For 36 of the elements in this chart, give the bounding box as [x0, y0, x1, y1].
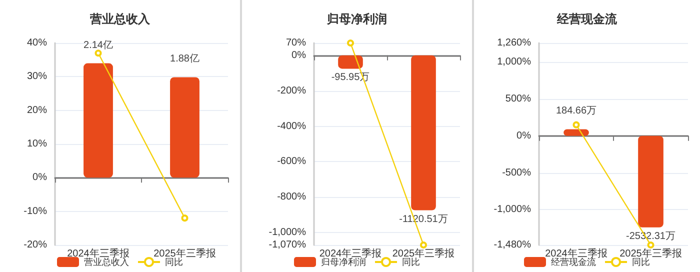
y-tick-label: 40% — [26, 38, 48, 48]
y-tick-label: -1,480% — [494, 240, 532, 250]
y-tick-label: 0% — [292, 50, 306, 61]
y-tick-label: -1,000% — [268, 227, 306, 238]
y-tick-label: 30% — [26, 71, 48, 82]
chart-title: 归母净利润 — [326, 12, 387, 26]
y-tick-label: -600% — [277, 156, 306, 168]
y-tick-label: 70% — [286, 38, 306, 48]
y-tick-label: 0% — [516, 130, 532, 142]
y-tick-label: -400% — [277, 120, 306, 132]
legend-label: 经营现金流 — [551, 257, 596, 267]
legend-label: 同比 — [402, 257, 420, 267]
y-tick-label: -800% — [277, 192, 306, 203]
x-tick-label: 2025年三季报 — [154, 248, 216, 260]
y-tick-label: -500% — [502, 167, 532, 178]
legend-label: 同比 — [165, 257, 183, 267]
y-tick-label: -10% — [24, 206, 48, 217]
y-tick-label: -20% — [24, 240, 48, 250]
data-label: 184.66万 — [556, 106, 597, 117]
y-tick-label: 1,000% — [497, 56, 532, 68]
y-tick-label: 1,260% — [497, 38, 532, 48]
legend-label: 同比 — [632, 257, 650, 267]
chart-title: 经营现金流 — [556, 12, 618, 26]
y-tick-label: 20% — [26, 104, 48, 116]
data-label: 1.88亿 — [170, 54, 200, 65]
legend-label: 营业总收入 — [84, 257, 129, 267]
y-tick-label: -1,000% — [494, 204, 532, 216]
y-tick-label: 0% — [32, 172, 48, 184]
legend-label: 归母净利润 — [321, 257, 366, 267]
x-tick-label: 2025年三季报 — [620, 248, 682, 260]
chart-title: 营业总收入 — [89, 12, 151, 26]
y-tick-label: 500% — [505, 94, 532, 105]
y-tick-label: 10% — [26, 138, 48, 150]
data-label: 2.14亿 — [84, 40, 113, 51]
y-tick-label: -1,070% — [268, 240, 306, 250]
y-tick-label: -200% — [277, 85, 306, 96]
